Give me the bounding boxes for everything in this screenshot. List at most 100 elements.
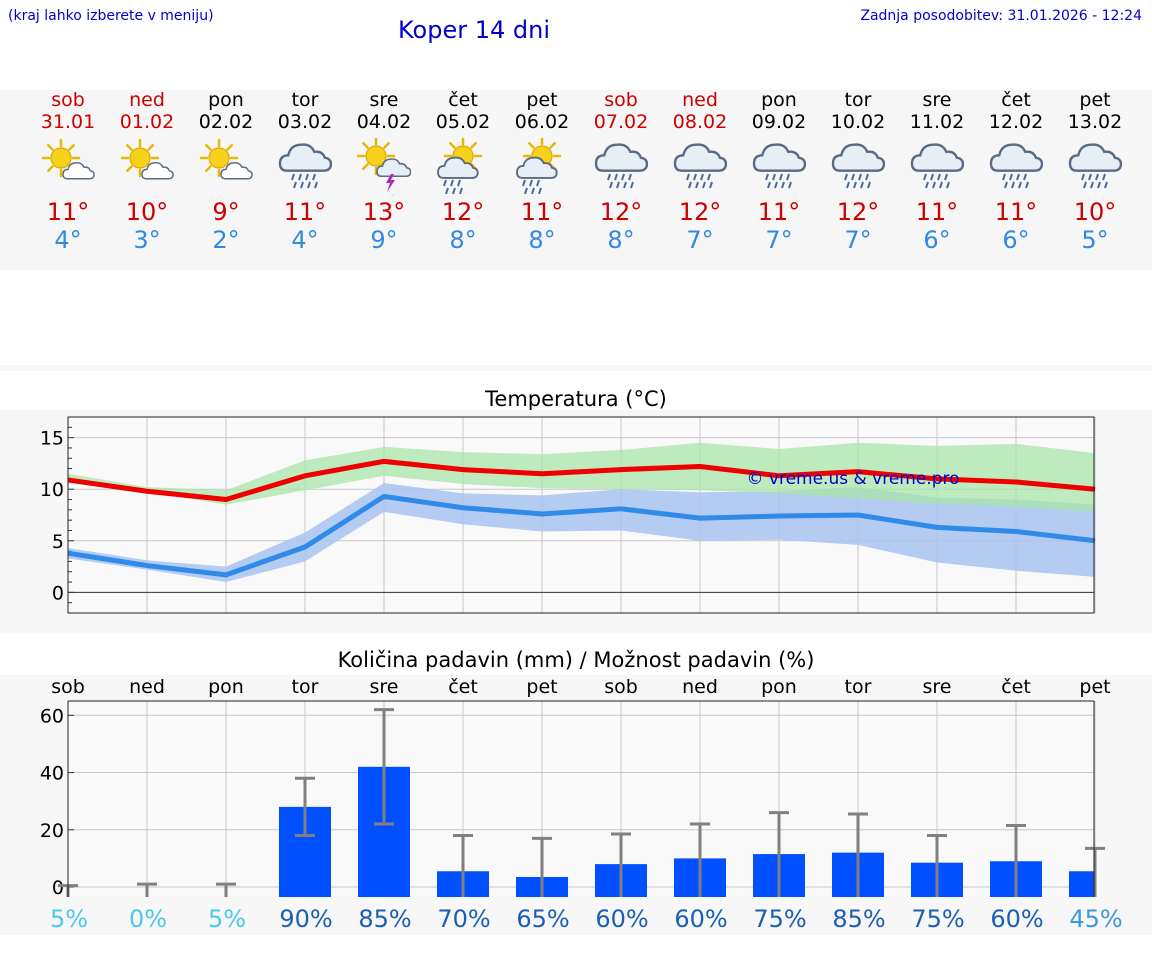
min-temperature: 8°: [528, 226, 556, 254]
y-tick-label: 0: [52, 877, 64, 899]
max-temperature: 12°: [441, 198, 485, 226]
min-temperature: 4°: [291, 226, 319, 254]
min-temperature: 6°: [1002, 226, 1030, 254]
precipitation-probability: 0%: [129, 905, 167, 933]
sun-cloud-icon: [199, 138, 253, 194]
day-name: pet: [526, 89, 558, 111]
page-title: Koper 14 dni: [398, 16, 551, 44]
day-name: čet: [448, 89, 478, 111]
day-name: ned: [129, 89, 165, 111]
x-category-label: sre: [923, 676, 952, 698]
day-date: 31.01: [40, 111, 96, 133]
max-temperature: 12°: [836, 198, 880, 226]
min-temperature-line: [67, 493, 1096, 578]
x-category-label: tor: [845, 676, 872, 698]
rain-cloud-icon: [910, 138, 965, 194]
day-date: 04.02: [356, 111, 412, 133]
x-category-label: pon: [761, 676, 797, 698]
x-category-label: sre: [370, 676, 399, 698]
x-category-label: čet: [448, 676, 478, 698]
temperature-chart: 0 5 10 15 © vreme.us & vreme.pro: [40, 416, 1096, 614]
rain-cloud-icon: [594, 138, 649, 194]
precipitation-probability: 75%: [911, 905, 964, 933]
y-tick-label: 5: [52, 531, 64, 553]
day-name: sob: [604, 89, 638, 111]
max-temperature: 12°: [678, 198, 722, 226]
rain-cloud-icon: [752, 138, 807, 194]
day-name: sre: [369, 89, 399, 111]
sun-rain-icon: [436, 136, 490, 195]
x-category-label: sob: [51, 676, 85, 698]
day-date: 08.02: [672, 111, 728, 133]
rain-cloud-icon: [989, 138, 1044, 194]
day-name: tor: [291, 89, 319, 111]
day-name: tor: [844, 89, 872, 111]
sun-cloud-icon: [41, 138, 95, 194]
max-temperature: 11°: [283, 198, 327, 226]
day-date: 05.02: [435, 111, 491, 133]
day-name: pon: [761, 89, 797, 111]
min-temperature: 3°: [133, 226, 161, 254]
precipitation-probability: 75%: [753, 905, 806, 933]
max-uncertainty-band: [68, 442, 1095, 512]
sun-rain-icon: [515, 136, 569, 195]
min-temperature: 9°: [370, 226, 398, 254]
min-temperature: 5°: [1081, 226, 1109, 254]
min-temperature: 6°: [923, 226, 951, 254]
rain-cloud-icon: [278, 138, 333, 194]
y-tick-label: 20: [40, 820, 64, 842]
min-temperature: 8°: [449, 226, 477, 254]
x-category-label: pet: [1079, 676, 1110, 698]
y-tick-label: 15: [40, 428, 64, 450]
max-temperature: 12°: [599, 198, 643, 226]
day-name: čet: [1001, 89, 1031, 111]
precipitation-probability: 5%: [208, 905, 246, 933]
min-uncertainty-band: [68, 483, 1095, 583]
max-temperature: 11°: [520, 198, 564, 226]
temperature-chart-title: Temperatura (°C): [485, 387, 667, 411]
precipitation-probability: 60%: [674, 905, 727, 933]
day-name: sob: [51, 89, 85, 111]
min-temperature: 4°: [54, 226, 82, 254]
day-date: 13.02: [1067, 111, 1123, 133]
day-date: 01.02: [119, 111, 175, 133]
day-name: sre: [922, 89, 952, 111]
day-date: 07.02: [593, 111, 649, 133]
max-temperature: 11°: [994, 198, 1038, 226]
rain-cloud-icon: [831, 138, 886, 194]
day-date: 09.02: [751, 111, 807, 133]
precipitation-probability: 85%: [832, 905, 885, 933]
plot-frame: [67, 416, 1095, 614]
precipitation-probability: 45%: [1069, 905, 1122, 933]
x-category-label: tor: [292, 676, 319, 698]
min-temperature: 7°: [765, 226, 793, 254]
x-category-label: sob: [604, 676, 638, 698]
precipitation-probability: 60%: [990, 905, 1043, 933]
x-category-label: čet: [1001, 676, 1031, 698]
day-date: 12.02: [988, 111, 1044, 133]
temperature-panel: 0 5 10 15 © vreme.us & vreme.pro: [0, 410, 1152, 634]
min-temperature: 8°: [607, 226, 635, 254]
min-temperature: 7°: [844, 226, 872, 254]
precipitation-probability: 65%: [516, 905, 569, 933]
precipitation-probability: 5%: [50, 905, 88, 933]
day-name: ned: [682, 89, 718, 111]
rain-cloud-icon: [1068, 138, 1123, 194]
precipitation-probability: 85%: [358, 905, 411, 933]
max-temperature: 11°: [915, 198, 959, 226]
x-category-label: ned: [682, 676, 718, 698]
x-category-label: pet: [526, 676, 557, 698]
precipitation-bar: [1069, 871, 1095, 897]
max-temperature: 9°: [212, 198, 240, 226]
day-date: 11.02: [909, 111, 965, 133]
day-name: pet: [1079, 89, 1111, 111]
max-temperature: 10°: [125, 198, 169, 226]
precipitation-panel: sob ned pon tor sre čet pet sob ned pon tor sre čet p…: [0, 675, 1152, 935]
rain-cloud-icon: [673, 138, 728, 194]
y-tick-label: 60: [40, 705, 64, 727]
day-date: 10.02: [830, 111, 886, 133]
precipitation-probability: 90%: [279, 905, 332, 933]
max-temperature-line: [67, 458, 1096, 503]
max-temperature: 13°: [362, 198, 406, 226]
max-temperature: 11°: [757, 198, 801, 226]
